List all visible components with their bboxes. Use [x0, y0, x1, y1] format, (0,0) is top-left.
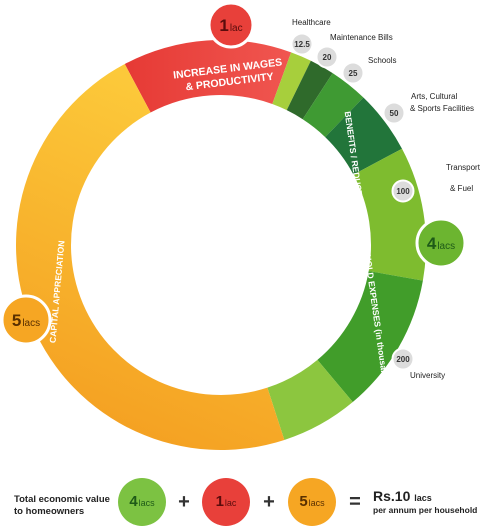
summary-caption: Total economic value to homeowners: [14, 494, 124, 518]
value-badge-label: 200: [396, 355, 410, 364]
benefit-item-label: Maintenance Bills: [330, 33, 393, 42]
summary-capital-num: 5: [299, 493, 307, 510]
total-value: Rs.10: [373, 488, 410, 504]
benefit-item-label: Schools: [368, 56, 396, 65]
summary-capital-unit: lacs: [309, 498, 325, 508]
summary-caption-line1: Total economic value: [14, 494, 124, 506]
equals-sign: =: [345, 491, 365, 514]
benefit-item-label: Transport: [446, 163, 481, 172]
value-badge-label: 12.5: [294, 40, 310, 49]
value-badge-label: 100: [396, 187, 410, 196]
summary-caption-line2: to homeowners: [14, 506, 124, 518]
total-unit: lacs: [414, 493, 432, 503]
benefit-item-label: & Fuel: [450, 184, 473, 193]
summary-wages-unit: lac: [225, 498, 237, 508]
benefit-item-label: Healthcare: [292, 18, 331, 27]
summary-benefits-num: 4: [129, 493, 137, 510]
total-note: per annum per household: [373, 505, 489, 515]
value-badge-label: 25: [349, 69, 358, 78]
summary-benefits-unit: lacs: [139, 498, 155, 508]
benefit-item-label: Arts, Cultural: [411, 92, 457, 101]
summary-total: Rs.10 lacs per annum per household: [373, 488, 489, 515]
plus-sign: +: [259, 491, 279, 514]
summary-row: Total economic value to homeowners 4 lac…: [0, 470, 489, 530]
value-badge-label: 50: [390, 109, 399, 118]
benefit-item-label: & Sports Facilities: [410, 104, 474, 113]
value-badge-label: 20: [323, 53, 332, 62]
summary-wages-circle: 1 lac: [202, 478, 250, 526]
summary-capital-circle: 5 lacs: [288, 478, 336, 526]
summary-benefits-circle: 4 lacs: [118, 478, 166, 526]
benefit-item-label: University: [410, 371, 445, 380]
plus-sign: +: [174, 491, 194, 514]
summary-wages-num: 1: [216, 493, 224, 510]
